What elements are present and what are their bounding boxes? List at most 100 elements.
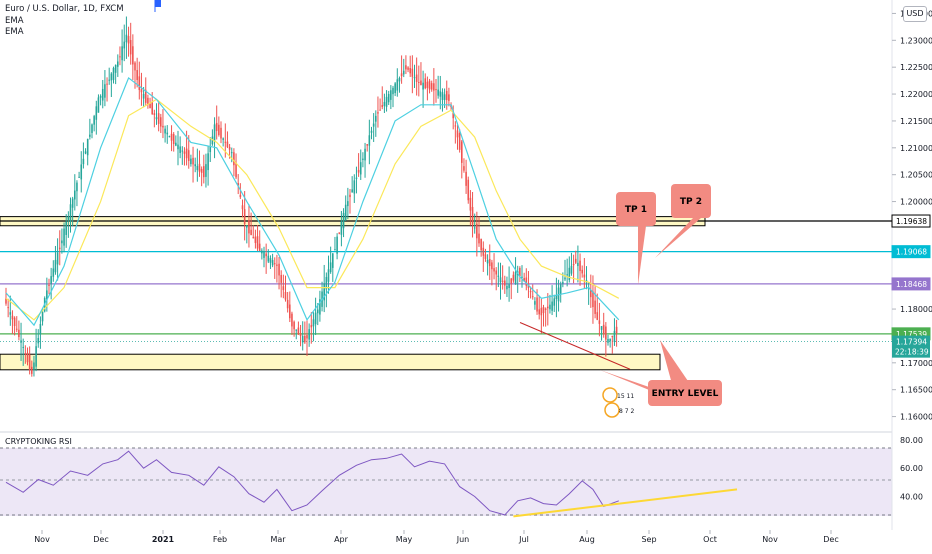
candle-body xyxy=(39,323,42,335)
candle-body xyxy=(480,238,482,251)
candle-body xyxy=(127,36,130,44)
candle-body xyxy=(61,240,63,244)
candle-body xyxy=(280,274,282,283)
candle-body xyxy=(119,56,121,58)
time-tick-label: Aug xyxy=(579,535,595,544)
candle-body xyxy=(22,346,24,348)
candle-body xyxy=(224,141,227,143)
candle-body xyxy=(553,298,556,306)
symbol-title: Euro / U.S. Dollar, 1D, FXCM xyxy=(5,4,124,14)
candle-body xyxy=(106,83,108,85)
candle-body xyxy=(218,124,220,135)
candle-body xyxy=(110,73,113,81)
candle-body xyxy=(353,180,356,194)
candle-body xyxy=(598,320,601,324)
ema-1-label[interactable]: EMA xyxy=(5,15,24,26)
candle-body xyxy=(282,286,285,291)
candle-body xyxy=(101,88,104,101)
candle-body xyxy=(78,176,80,178)
candle-body xyxy=(364,148,366,161)
candle-body xyxy=(301,336,304,343)
candle-body xyxy=(304,335,306,343)
candle-body xyxy=(400,73,403,77)
time-tick-label: Dec xyxy=(93,535,108,544)
candle-body xyxy=(538,309,540,315)
candle-body xyxy=(448,94,450,101)
candle-body xyxy=(265,253,267,257)
candle-body xyxy=(252,237,255,239)
candle-body xyxy=(112,67,115,80)
candle-body xyxy=(258,243,261,251)
level-tag-label: 1.19638 xyxy=(896,217,927,226)
candle-body xyxy=(544,308,547,310)
candle-body xyxy=(97,97,100,113)
price-tick-label: 1.23000 xyxy=(900,36,932,45)
candle-body xyxy=(461,141,463,163)
candle-body xyxy=(519,267,521,277)
candle-body xyxy=(510,278,513,284)
candle-body xyxy=(579,260,581,272)
candle-body xyxy=(80,164,83,180)
candle-body xyxy=(338,232,341,234)
candle-body xyxy=(250,229,252,235)
candle-body xyxy=(183,151,186,154)
candle-body xyxy=(349,194,351,198)
candle-body xyxy=(458,133,461,150)
time-tick-label: Feb xyxy=(213,535,227,544)
candle-body xyxy=(418,82,420,84)
candle-body xyxy=(607,339,609,343)
ema-2-label[interactable]: EMA xyxy=(5,27,24,37)
candle-body xyxy=(495,270,497,275)
currency-button[interactable]: USD xyxy=(903,6,927,22)
time-tick-label: 2021 xyxy=(152,535,175,544)
candle-body xyxy=(430,83,433,90)
callout-pointer xyxy=(655,218,701,258)
event-badge-2 xyxy=(604,402,620,418)
candle-body xyxy=(185,148,188,159)
candle-body xyxy=(220,127,222,139)
candle-body xyxy=(600,326,603,330)
price-trendline xyxy=(519,322,631,370)
candle-body xyxy=(562,282,564,284)
candle-body xyxy=(316,309,319,314)
candle-body xyxy=(355,177,358,179)
candle-body xyxy=(613,330,616,343)
candle-body xyxy=(362,158,364,160)
candle-body xyxy=(84,151,87,154)
candle-body xyxy=(583,274,586,278)
price-tick-label: 1.22000 xyxy=(900,90,932,99)
candle-body xyxy=(129,40,132,55)
candle-body xyxy=(261,250,263,254)
candle-body xyxy=(172,134,175,144)
callout-pointer xyxy=(638,226,646,285)
candle-body xyxy=(58,247,61,250)
candle-body xyxy=(413,77,416,79)
candle-body xyxy=(467,179,470,201)
candle-body xyxy=(121,46,123,61)
candle-body xyxy=(370,130,373,133)
candle-body xyxy=(398,77,401,82)
candle-body xyxy=(11,315,14,320)
chart-legend: Euro / U.S. Dollar, 1D, FXCM EMA EMA xyxy=(5,4,124,39)
candle-body xyxy=(454,125,457,127)
candle-body xyxy=(484,254,487,259)
candle-body xyxy=(491,262,493,270)
candle-body xyxy=(155,117,158,120)
candle-body xyxy=(420,80,422,86)
candle-body xyxy=(445,90,448,101)
candle-body xyxy=(254,236,257,243)
candle-body xyxy=(375,115,377,122)
candle-body xyxy=(347,201,349,207)
candle-body xyxy=(9,312,12,315)
candle-body xyxy=(310,325,313,328)
level-tag-label: 1.19068 xyxy=(896,248,927,257)
candle-body xyxy=(615,326,618,334)
level-tag-label: 1.17539 xyxy=(896,330,927,339)
candle-body xyxy=(228,146,231,150)
candle-body xyxy=(415,74,418,82)
candle-body xyxy=(28,354,31,371)
candle-body xyxy=(246,225,248,228)
callout-text: TP 2 xyxy=(680,197,702,207)
